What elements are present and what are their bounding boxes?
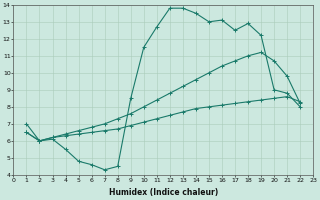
X-axis label: Humidex (Indice chaleur): Humidex (Indice chaleur) [109,188,218,197]
